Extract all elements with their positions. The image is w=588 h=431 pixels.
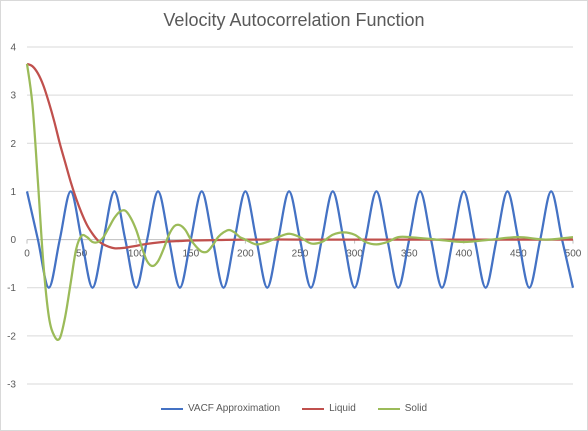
y-tick-label: 3 [10,91,16,102]
x-tick-label: 150 [182,249,199,260]
y-tick-label: -1 [7,283,16,294]
y-tick-label: 4 [10,43,16,54]
series-lines [25,62,575,341]
x-tick-label: 450 [510,249,527,260]
x-tick-label: 350 [401,249,418,260]
axis-labels: 4 3 2 1 0 -1 -2 -3 0 50 100 150 200 250 300 350 400 450 50… [7,43,582,391]
x-tick-label: 250 [292,249,309,260]
x-tick-label: 0 [24,249,30,260]
series-line-liquid [26,62,574,250]
chart-title: Velocity Autocorrelation Function [163,10,425,30]
legend-swatch [302,407,325,410]
legend-swatch [160,407,183,410]
x-tick-label: 100 [128,249,145,260]
y-tick-label: 2 [10,139,16,150]
legend-label: Liquid [329,403,356,414]
x-tick-label: 200 [237,249,254,260]
legend: VACF Approximation Liquid Solid [0,403,588,414]
legend-label: VACF Approximation [187,403,281,414]
legend-item: VACF Approximation [160,403,281,414]
y-tick-label: -3 [7,380,16,391]
x-tick-label: 400 [455,249,472,260]
x-tick-label: 300 [346,249,363,260]
legend-label: Solid [404,403,428,414]
x-tick-label: 500 [565,249,582,260]
series-line-solid [25,63,574,341]
legend-swatch [377,407,400,410]
x-tick-label: 50 [76,249,88,260]
y-tick-label: -2 [7,331,16,342]
y-tick-label: 0 [10,235,16,246]
legend-item: Solid [377,403,428,414]
y-tick-label: 1 [10,187,16,198]
legend-item: Liquid [302,403,356,414]
